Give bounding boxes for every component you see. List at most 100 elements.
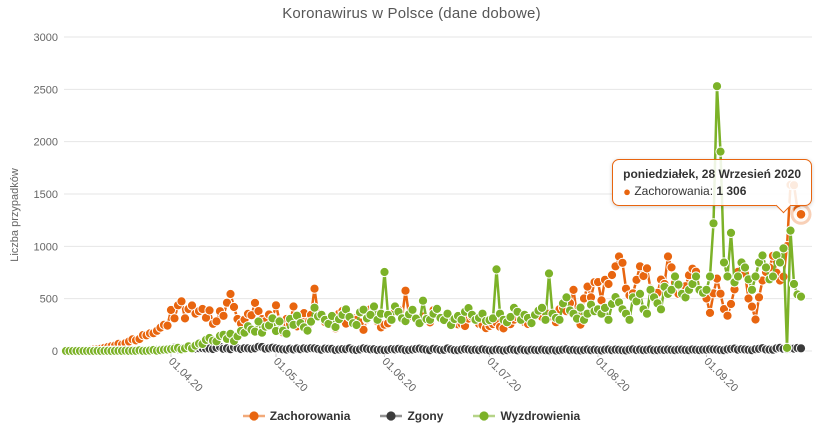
data-point[interactable] — [176, 296, 187, 307]
data-point[interactable] — [543, 268, 555, 279]
data-point[interactable] — [795, 291, 807, 302]
legend-marker-icon — [380, 411, 403, 421]
data-point[interactable] — [228, 301, 240, 313]
legend-item-zachorowania[interactable]: Zachorowania — [242, 409, 350, 423]
data-point[interactable] — [491, 264, 502, 275]
data-point[interactable] — [162, 320, 173, 331]
data-point[interactable] — [718, 257, 730, 268]
data-point[interactable] — [442, 308, 453, 319]
data-point[interactable] — [253, 316, 264, 327]
chart-title: Koronawirus w Polsce (dane dobowe) — [282, 5, 541, 22]
data-point[interactable] — [722, 271, 733, 282]
data-point[interactable] — [774, 257, 786, 268]
data-point[interactable] — [673, 279, 684, 290]
data-point[interactable] — [211, 316, 222, 327]
data-point[interactable] — [204, 305, 215, 316]
data-point[interactable] — [666, 284, 677, 295]
data-point[interactable] — [708, 218, 719, 229]
data-point[interactable] — [725, 227, 737, 238]
data-point[interactable] — [179, 313, 191, 324]
y-tick-label: 500 — [40, 294, 58, 306]
data-point[interactable] — [795, 343, 807, 354]
data-point[interactable] — [746, 284, 758, 295]
data-point[interactable] — [305, 316, 317, 327]
data-point[interactable] — [704, 271, 716, 282]
data-point[interactable] — [417, 295, 429, 306]
data-point[interactable] — [788, 278, 800, 290]
data-point[interactable] — [358, 324, 369, 335]
data-point[interactable] — [603, 278, 614, 290]
data-point[interactable] — [641, 263, 653, 274]
data-point[interactable] — [400, 285, 411, 296]
x-tick-label: 01.05.20 — [271, 356, 310, 395]
data-point[interactable] — [309, 283, 320, 294]
data-point[interactable] — [270, 300, 282, 311]
data-point[interactable] — [785, 225, 796, 236]
data-point[interactable] — [554, 314, 565, 325]
x-tick-label: 01.07.20 — [484, 356, 523, 395]
data-point[interactable] — [778, 243, 789, 254]
data-point[interactable] — [662, 251, 674, 262]
data-point[interactable] — [358, 304, 369, 315]
x-tick-label: 01.08.20 — [593, 356, 632, 395]
data-point[interactable] — [218, 310, 229, 321]
data-point[interactable] — [750, 314, 761, 325]
data-point[interactable] — [351, 319, 362, 331]
hovered-data-point[interactable] — [795, 209, 807, 220]
data-point[interactable] — [603, 314, 614, 325]
data-point[interactable] — [690, 271, 702, 282]
y-tick-label: 3000 — [34, 32, 58, 44]
data-point[interactable] — [536, 302, 548, 313]
data-point[interactable] — [169, 313, 180, 324]
data-point[interactable] — [711, 81, 723, 92]
data-point[interactable] — [568, 284, 579, 295]
data-point[interactable] — [575, 302, 586, 313]
data-point[interactable] — [368, 301, 380, 312]
series-zachorowania — [60, 179, 807, 357]
data-point[interactable] — [386, 314, 397, 325]
data-point[interactable] — [561, 292, 572, 303]
tooltip-date: poniedziałek, 28 Wrzesień 2020 — [623, 167, 801, 181]
data-point[interactable] — [781, 342, 793, 353]
data-point[interactable] — [431, 303, 443, 314]
tooltip-series-bullet-icon: ● — [623, 184, 631, 199]
data-point[interactable] — [540, 314, 551, 325]
data-point[interactable] — [225, 288, 236, 300]
data-point[interactable] — [715, 288, 726, 299]
data-point[interactable] — [309, 302, 320, 313]
data-point[interactable] — [767, 271, 779, 282]
legend-item-zgony[interactable]: Zgony — [380, 409, 443, 423]
data-point[interactable] — [732, 271, 744, 282]
data-point[interactable] — [274, 316, 285, 327]
data-point[interactable] — [407, 304, 418, 315]
data-point[interactable] — [753, 292, 765, 303]
data-point[interactable] — [288, 301, 299, 312]
data-point[interactable] — [739, 262, 751, 273]
data-point[interactable] — [281, 328, 292, 339]
data-point[interactable] — [641, 308, 653, 319]
data-point[interactable] — [606, 269, 618, 281]
legend-item-wyzdrowienia[interactable]: Wyzdrowienia — [473, 409, 580, 423]
data-point[interactable] — [666, 262, 677, 273]
data-point[interactable] — [715, 146, 726, 157]
data-point[interactable] — [365, 309, 376, 320]
data-point[interactable] — [760, 262, 772, 273]
data-point[interactable] — [746, 301, 758, 312]
data-point[interactable] — [634, 288, 646, 299]
data-point[interactable] — [701, 284, 712, 295]
data-point[interactable] — [704, 307, 716, 318]
data-point[interactable] — [655, 304, 667, 315]
data-point[interactable] — [722, 310, 733, 321]
data-point[interactable] — [757, 250, 768, 261]
data-point[interactable] — [302, 325, 313, 336]
data-point[interactable] — [725, 298, 737, 310]
legend-marker-icon — [242, 411, 265, 421]
x-tick-label: 01.04.20 — [166, 356, 205, 395]
data-point[interactable] — [750, 271, 761, 282]
data-point[interactable] — [624, 314, 635, 325]
data-point[interactable] — [379, 266, 390, 278]
data-point[interactable] — [617, 257, 628, 268]
data-point[interactable] — [487, 313, 499, 324]
data-point[interactable] — [505, 311, 516, 323]
